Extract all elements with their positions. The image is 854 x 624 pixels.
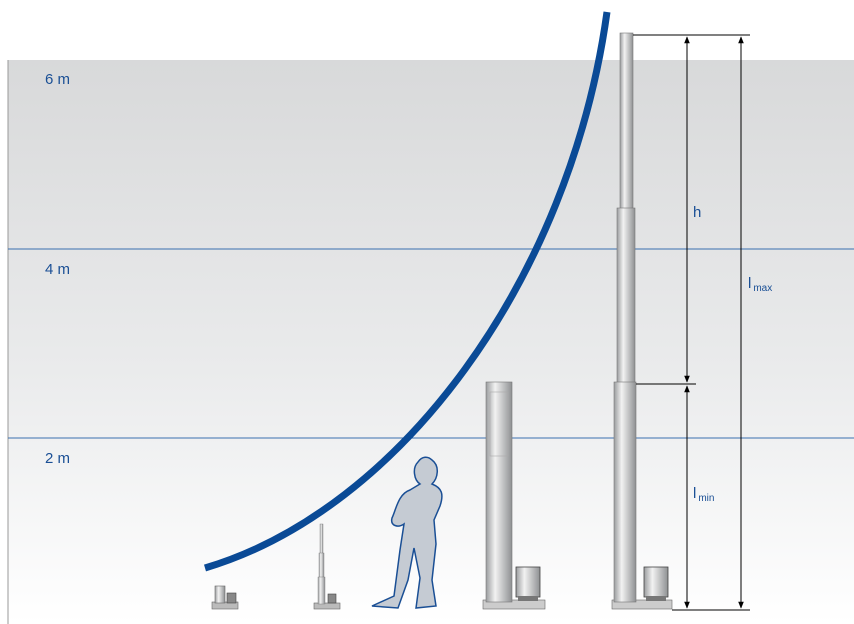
- height-label: 4 m: [45, 261, 70, 278]
- mast-small: [211, 585, 239, 610]
- dimensions: [633, 34, 750, 611]
- dimension-h: h: [693, 204, 701, 221]
- mast-tall: [611, 32, 673, 610]
- dimension-lmin: l min: [693, 485, 714, 504]
- person-silhouette: [371, 456, 443, 609]
- subscript: min: [698, 493, 714, 504]
- height-curve: [203, 11, 611, 572]
- mast-thin: [313, 523, 341, 610]
- mast-medium: [482, 381, 546, 610]
- height-label: 6 m: [45, 71, 70, 88]
- symbol: l: [748, 275, 751, 292]
- subscript: max: [753, 283, 772, 294]
- height-label: 2 m: [45, 450, 70, 467]
- dimension-lmax: l max: [748, 275, 772, 294]
- symbol: l: [693, 485, 696, 502]
